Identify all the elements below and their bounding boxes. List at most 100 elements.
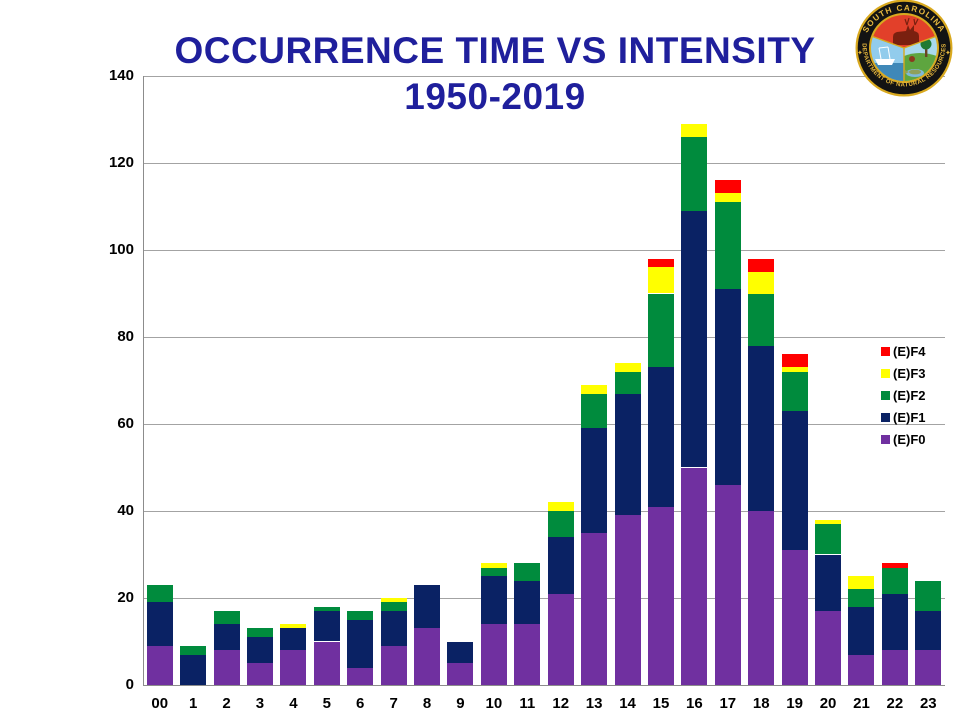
x-axis-label-hour-11: 11 <box>519 695 536 712</box>
bar-segment-ef0-hour-12 <box>547 593 574 685</box>
bar-segment-ef1-hour-21 <box>848 606 875 655</box>
bar-segment-ef4-hour-15 <box>647 258 674 268</box>
bar-segment-ef4-hour-22 <box>881 563 908 568</box>
x-axis-label-hour-16: 16 <box>686 695 703 712</box>
x-axis-line <box>143 685 945 686</box>
bar-segment-ef0-hour-8 <box>414 628 441 685</box>
legend-label: (E)F0 <box>893 431 926 447</box>
y-axis-label: 40 <box>117 502 134 519</box>
gridline <box>143 76 945 77</box>
x-axis-label-hour-9: 9 <box>456 695 465 712</box>
y-axis-label: 100 <box>108 241 134 258</box>
legend-row-ef3: (E)F3 <box>881 362 926 384</box>
bar-segment-ef1-hour-22 <box>881 593 908 651</box>
bar-segment-ef3-hour-15 <box>647 267 674 294</box>
bar-segment-ef0-hour-17 <box>714 484 741 685</box>
bar-segment-ef2-hour-17 <box>714 202 741 290</box>
gridline <box>143 163 945 164</box>
bar-segment-ef1-hour-18 <box>748 345 775 511</box>
bar-segment-ef3-hour-13 <box>581 384 608 394</box>
bar-segment-ef2-hour-14 <box>614 371 641 394</box>
bar-segment-ef1-hour-3 <box>246 637 273 664</box>
x-axis-label-hour-3: 3 <box>255 695 265 712</box>
legend-label: (E)F2 <box>893 387 926 403</box>
bar-segment-ef0-hour-20 <box>815 611 842 685</box>
gridline <box>143 424 945 425</box>
bar-segment-ef0-hour-19 <box>781 550 808 685</box>
bar-segment-ef1-hour-20 <box>815 554 842 612</box>
x-axis-label-hour-1: 1 <box>188 695 198 712</box>
bar-segment-ef3-hour-21 <box>848 576 875 590</box>
bar-segment-ef2-hour-18 <box>748 293 775 346</box>
y-axis-line <box>143 76 144 685</box>
bar-segment-ef2-hour-00 <box>146 584 173 603</box>
bar-segment-ef1-hour-1 <box>180 654 207 685</box>
x-axis-label-hour-4: 4 <box>289 695 298 712</box>
legend-row-ef4: (E)F4 <box>881 340 926 362</box>
bar-segment-ef0-hour-6 <box>347 667 374 685</box>
bar-segment-ef1-hour-19 <box>781 410 808 551</box>
chart-title-line1: OCCURRENCE TIME VS INTENSITY <box>174 30 816 71</box>
x-axis-label-hour-18: 18 <box>752 695 770 712</box>
bar-segment-ef2-hour-13 <box>581 393 608 429</box>
bar-segment-ef0-hour-2 <box>213 650 240 685</box>
bar-segment-ef2-hour-20 <box>815 524 842 555</box>
deer-silhouette <box>893 17 919 45</box>
bar-segment-ef3-hour-18 <box>748 271 775 294</box>
bar-segment-ef0-hour-4 <box>280 650 307 685</box>
x-axis-label-hour-8: 8 <box>422 695 432 712</box>
bar-segment-ef1-hour-7 <box>380 611 407 646</box>
x-axis-label-hour-15: 15 <box>652 695 670 712</box>
bar-segment-ef0-hour-16 <box>681 467 708 685</box>
x-axis-label-hour-7: 7 <box>389 695 398 712</box>
seal-star-left: ✦ <box>857 49 863 57</box>
legend-swatch <box>881 368 890 378</box>
bar-segment-ef0-hour-11 <box>514 624 541 685</box>
x-axis-label-hour-17: 17 <box>719 695 737 712</box>
y-axis-label: 140 <box>108 67 134 84</box>
bar-segment-ef1-hour-4 <box>280 628 307 651</box>
bar-segment-ef1-hour-12 <box>547 537 574 594</box>
y-axis-label: 80 <box>117 328 134 345</box>
bar-segment-ef2-hour-12 <box>547 511 574 538</box>
bar-segment-ef0-hour-22 <box>881 650 908 685</box>
y-axis-label: 0 <box>125 676 134 693</box>
x-axis-label-hour-2: 2 <box>222 695 231 712</box>
gridline <box>143 250 945 251</box>
bar-segment-ef1-hour-13 <box>581 428 608 533</box>
bar-segment-ef0-hour-00 <box>146 645 173 685</box>
bar-segment-ef1-hour-17 <box>714 289 741 485</box>
legend-label: (E)F1 <box>893 409 926 425</box>
x-axis-label-hour-6: 6 <box>356 695 365 712</box>
legend-label: (E)F3 <box>893 365 926 381</box>
chart-title: OCCURRENCE TIME VS INTENSITY 1950-2019 <box>80 28 910 120</box>
bar-segment-ef3-hour-19 <box>781 367 808 372</box>
bar-segment-ef2-hour-5 <box>313 606 340 612</box>
bar-segment-ef3-hour-16 <box>681 123 708 137</box>
y-axis-label: 60 <box>117 415 134 432</box>
bar-segment-ef2-hour-3 <box>246 628 273 638</box>
bar-segment-ef3-hour-7 <box>380 598 407 603</box>
bar-segment-ef2-hour-19 <box>781 371 808 411</box>
bar-segment-ef1-hour-6 <box>347 619 374 668</box>
bar-segment-ef2-hour-21 <box>848 589 875 607</box>
bar-segment-ef4-hour-17 <box>714 180 741 194</box>
bar-segment-ef0-hour-18 <box>748 511 775 685</box>
y-axis-label: 120 <box>108 154 134 171</box>
chart-legend: (E)F4 (E)F3 (E)F2 (E)F1 (E)F0 <box>881 340 926 450</box>
y-axis-label: 20 <box>117 589 134 606</box>
x-axis-label-hour-5: 5 <box>322 695 331 712</box>
bar-segment-ef2-hour-6 <box>347 611 374 620</box>
legend-swatch <box>881 346 890 356</box>
x-axis-label-hour-19: 19 <box>786 695 803 712</box>
bar-segment-ef1-hour-23 <box>915 611 942 651</box>
bar-segment-ef3-hour-12 <box>547 502 574 511</box>
bar-segment-ef2-hour-22 <box>881 567 908 594</box>
x-axis-label-hour-00: 00 <box>151 695 169 712</box>
x-axis-label-hour-13: 13 <box>585 695 603 712</box>
legend-swatch <box>881 412 890 422</box>
x-axis-label-hour-21: 21 <box>853 695 870 712</box>
bar-segment-ef2-hour-2 <box>213 611 240 625</box>
